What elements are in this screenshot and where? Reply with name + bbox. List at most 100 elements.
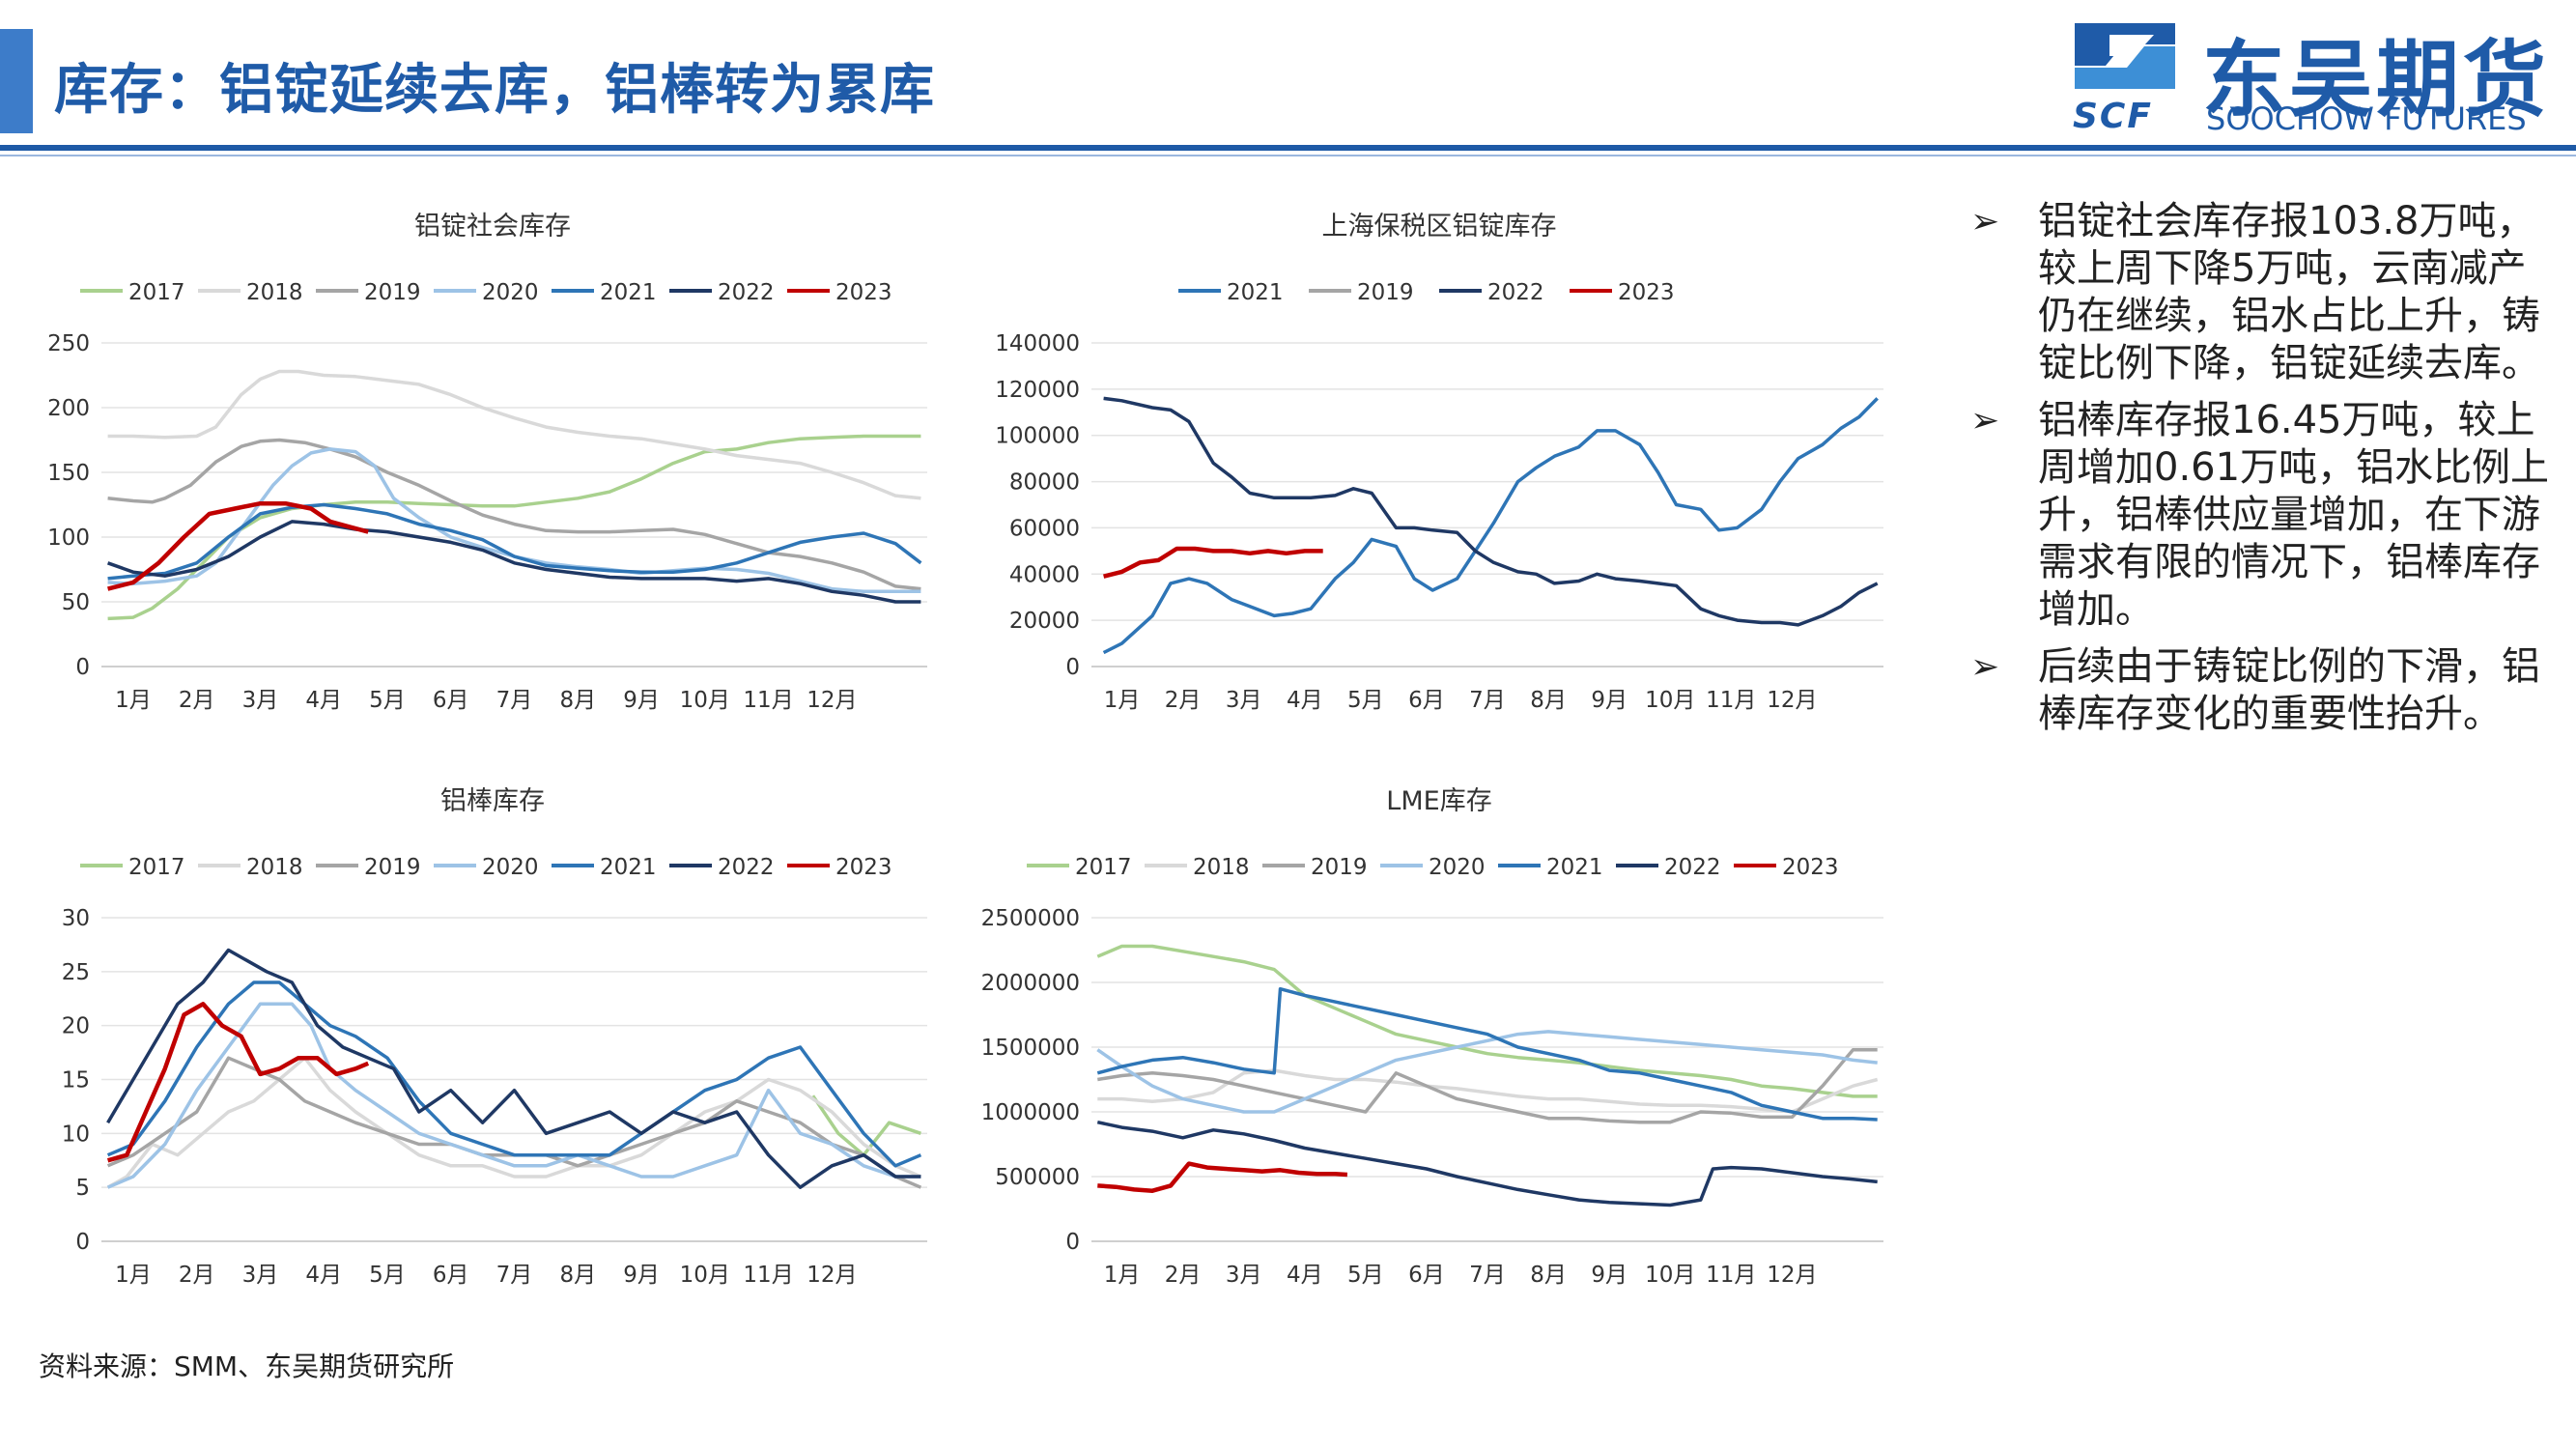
y-tick-label: 120000 [995, 378, 1080, 403]
legend-label: 2017 [128, 855, 185, 880]
x-tick-label: 7月 [496, 688, 533, 713]
legend-label: 2021 [1227, 280, 1284, 305]
x-tick-label: 12月 [1767, 1263, 1817, 1288]
legend-label: 2020 [1429, 855, 1486, 880]
legend-label: 2018 [246, 855, 303, 880]
rod-stock-chart: 铝棒库存 2017 2018 2019 2020 2021 2022 2023 0 5 10 15 20… [39, 778, 947, 1322]
x-tick-label: 12月 [1767, 688, 1817, 713]
series-line-2019 [106, 1056, 922, 1189]
series-line-2023 [107, 500, 369, 591]
y-tick-label: 15 [62, 1068, 90, 1094]
chart-svg: 铝棒库存 2017 2018 2019 2020 2021 2022 2023 0 5 10 15 20… [62, 786, 927, 1288]
source-note: 资料来源：SMM、东吴期货研究所 [39, 1350, 455, 1382]
legend-label: 2020 [482, 855, 539, 880]
x-tick-label: 8月 [1530, 688, 1567, 713]
legend-label: 2023 [1618, 280, 1675, 305]
y-tick-label: 5 [75, 1176, 90, 1201]
x-tick-label: 2月 [1165, 688, 1202, 713]
y-tick-label: 100000 [995, 424, 1080, 449]
series-line-2021 [1102, 397, 1879, 655]
header-rule-thin [0, 155, 2576, 156]
page-title: 库存：铝锭延续去库，铝棒转为累库 [54, 59, 935, 122]
legend-label: 2021 [600, 855, 657, 880]
legend-label: 2022 [1664, 855, 1721, 880]
series-line-2020 [107, 447, 921, 594]
y-tick-label: 140000 [995, 331, 1080, 356]
y-tick-label: 2000000 [981, 971, 1080, 996]
legend-label: 2023 [835, 280, 892, 305]
y-tick-label: 200 [47, 396, 90, 421]
arrow-bullet-icon: ➢ [1970, 202, 2000, 242]
chart-svg: LME库存 2017 2018 2019 2020 2021 2022 2023 0 500000… [981, 786, 1883, 1288]
series-line-2018 [1097, 1068, 1879, 1114]
y-tick-label: 0 [75, 1230, 90, 1255]
legend-label: 2018 [246, 280, 303, 305]
x-tick-label: 9月 [623, 1263, 660, 1288]
y-tick-label: 40000 [1009, 562, 1080, 587]
x-tick-label: 2月 [179, 1263, 215, 1288]
chart-title: LME库存 [1386, 786, 1491, 816]
scf-logo-icon [2075, 23, 2175, 89]
legend-label: 2019 [364, 280, 421, 305]
series-line-2022 [1103, 396, 1879, 627]
x-tick-label: 10月 [1645, 1263, 1695, 1288]
x-tick-label: 11月 [1706, 688, 1756, 713]
legend-label: 2022 [718, 855, 775, 880]
y-tick-label: 50 [62, 590, 90, 615]
logo-name-en: SOOCHOW FUTURES [2206, 100, 2527, 137]
company-logo: SCF 东吴期货 SOOCHOW FUTURES [2067, 12, 2569, 137]
x-tick-label: 4月 [305, 1263, 342, 1288]
header-rule [0, 145, 2576, 151]
series-line-2017 [1096, 944, 1878, 1098]
ingot-stock-chart: 铝锭社会库存 2017 2018 2019 2020 2021 2022 2023 0 50 100… [39, 203, 947, 748]
x-tick-label: 11月 [743, 688, 793, 713]
x-tick-label: 4月 [305, 688, 342, 713]
x-tick-label: 5月 [369, 1263, 406, 1288]
x-tick-label: 7月 [1469, 688, 1506, 713]
x-tick-label: 1月 [1104, 1263, 1141, 1288]
x-tick-label: 6月 [433, 1263, 469, 1288]
legend-label: 2023 [1782, 855, 1839, 880]
x-tick-label: 1月 [115, 1263, 152, 1288]
x-tick-label: 5月 [369, 688, 406, 713]
legend-label: 2019 [1311, 855, 1368, 880]
y-tick-label: 60000 [1009, 516, 1080, 541]
legend-label: 2017 [1075, 855, 1132, 880]
x-tick-label: 1月 [1104, 688, 1141, 713]
commentary-item: ➢ 后续由于铸锭比例的下滑，铝棒库存变化的重要性抬升。 [1970, 643, 2550, 738]
series-line-2018 [106, 1056, 922, 1189]
y-tick-label: 500000 [995, 1165, 1080, 1190]
series-line-2019 [107, 438, 921, 591]
x-tick-label: 2月 [1165, 1263, 1202, 1288]
series-line-2023 [1097, 1161, 1348, 1193]
x-tick-label: 12月 [807, 688, 857, 713]
y-tick-label: 100 [47, 526, 90, 551]
x-tick-label: 8月 [1530, 1263, 1567, 1288]
legend-label: 2017 [128, 280, 185, 305]
y-tick-label: 0 [75, 655, 90, 680]
series-line-2021 [106, 980, 922, 1168]
x-tick-label: 2月 [179, 688, 215, 713]
x-tick-label: 7月 [1469, 1263, 1506, 1288]
commentary-item: ➢ 铝锭社会库存报103.8万吨，较上周下降5万吨，云南减产仍在继续，铝水占比上… [1970, 198, 2550, 387]
x-tick-label: 4月 [1287, 1263, 1323, 1288]
series-line-2019 [1097, 1047, 1878, 1124]
bonded-stock-chart: 上海保税区铝锭库存 2021 2019 2022 2023 0 20000 40000 6000… [976, 203, 1903, 748]
x-tick-label: 8月 [559, 1263, 596, 1288]
x-tick-label: 5月 [1347, 1263, 1384, 1288]
x-tick-label: 3月 [242, 1263, 279, 1288]
x-tick-label: 3月 [242, 688, 279, 713]
legend-label: 2021 [600, 280, 657, 305]
x-tick-label: 1月 [115, 688, 152, 713]
commentary-text: 后续由于铸锭比例的下滑，铝棒库存变化的重要性抬升。 [2038, 644, 2540, 736]
series-line-2018 [107, 369, 921, 500]
y-tick-label: 20 [62, 1014, 90, 1039]
series-line-2020 [106, 1002, 921, 1189]
series-line-2017 [107, 434, 921, 621]
series-line-2021 [107, 502, 922, 581]
series-line-2022 [106, 948, 921, 1189]
series-line-2023 [106, 1002, 370, 1163]
x-tick-label: 3月 [1226, 688, 1262, 713]
series-line-2023 [1103, 546, 1323, 579]
x-tick-label: 6月 [433, 688, 469, 713]
